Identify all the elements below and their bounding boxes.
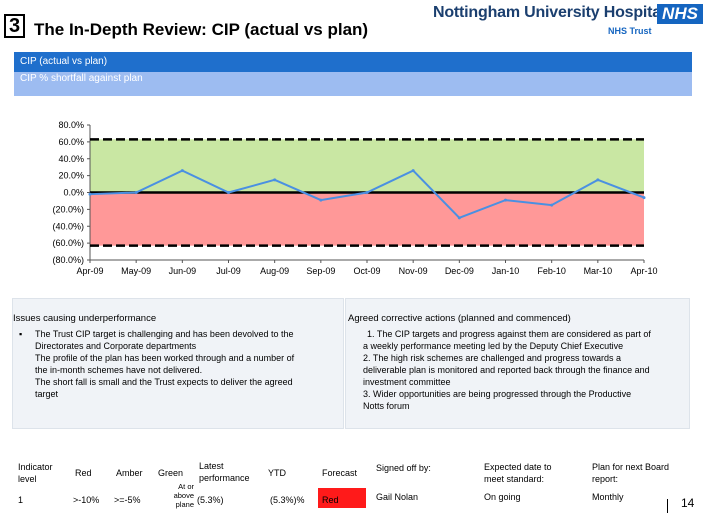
issues-text: The Trust CIP target is challenging and … <box>35 328 335 400</box>
red-threshold: >-10% <box>73 495 100 505</box>
y-tick-label: 0.0% <box>63 188 84 198</box>
red-band <box>90 192 644 246</box>
page-title: The In-Depth Review: CIP (actual vs plan… <box>34 20 369 39</box>
actions-line: a weekly performance meeting led by the … <box>363 341 624 351</box>
y-tick-label: 40.0% <box>58 154 84 164</box>
x-tick-label: Feb-10 <box>537 266 566 276</box>
chart-subheader-bar: CIP % shortfall against plan <box>14 72 692 96</box>
section-number: 3 <box>4 14 25 38</box>
x-tick-label: May-09 <box>121 266 151 276</box>
data-point <box>319 198 323 202</box>
y-tick-label: (20.0%) <box>52 204 84 214</box>
actions-line: investment committee <box>363 377 451 387</box>
data-point <box>642 196 646 200</box>
indicator-level-label: Indicator level <box>18 462 53 484</box>
x-tick-label: Jul-09 <box>216 266 241 276</box>
issues-title: Issues causing underperformance <box>13 313 157 324</box>
issues-line: Directorates and Corporate departments <box>35 341 197 351</box>
latest-performance-label: Latest performance <box>199 461 250 483</box>
actions-line: 3. Wider opportunities are being progres… <box>363 389 632 399</box>
section-header-bar: CIP (actual vs plan) <box>14 52 692 72</box>
x-tick-label: Mar-10 <box>584 266 613 276</box>
ytd-value: (5.3%)% <box>270 495 305 505</box>
data-point <box>273 178 277 182</box>
forecast-status-cell <box>318 488 366 508</box>
latest-performance-value: (5.3%) <box>197 495 224 505</box>
expected-date-label: Expected date to meet standard: <box>484 462 552 484</box>
y-tick-label: 20.0% <box>58 171 84 181</box>
green-band <box>90 139 644 193</box>
actions-line: Notts forum <box>363 401 410 411</box>
page-divider <box>667 499 668 513</box>
signed-off-value: Gail Nolan <box>376 492 419 502</box>
y-tick-label: 60.0% <box>58 137 84 147</box>
actions-line: deliverable plan is monitored and report… <box>363 365 650 375</box>
actions-panel: Agreed corrective actions (planned and c… <box>345 298 690 429</box>
y-tick-label: 80.0% <box>58 120 84 130</box>
x-tick-label: Apr-10 <box>630 266 657 276</box>
data-point <box>411 169 415 173</box>
green-label: Green <box>158 468 184 478</box>
x-tick-label: Sep-09 <box>306 266 335 276</box>
x-tick-label: Dec-09 <box>445 266 474 276</box>
amber-threshold: >=-5% <box>114 495 141 505</box>
data-point <box>134 191 138 194</box>
data-point <box>88 192 92 196</box>
data-point <box>550 203 554 207</box>
green-threshold: At or above plane <box>173 482 194 509</box>
x-tick-label: Aug-09 <box>260 266 289 276</box>
signed-off-label: Signed off by: <box>376 463 431 473</box>
data-point <box>596 178 600 182</box>
y-tick-label: (80.0%) <box>52 255 84 265</box>
nhs-trust-label: NHS Trust <box>608 26 652 36</box>
issues-line: target <box>35 389 59 399</box>
actions-line: 1. The CIP targets and progress against … <box>367 329 651 339</box>
amber-label: Amber <box>116 468 143 478</box>
org-logo-text: Nottingham University Hospitals <box>433 4 674 21</box>
data-point <box>365 191 369 194</box>
actions-title: Agreed corrective actions (planned and c… <box>348 313 571 324</box>
y-tick-label: (60.0%) <box>52 238 84 248</box>
x-tick-label: Nov-09 <box>399 266 428 276</box>
x-tick-label: Oct-09 <box>353 266 380 276</box>
data-point <box>457 216 461 220</box>
actions-text: 1. The CIP targets and progress against … <box>363 328 683 412</box>
data-point <box>504 198 507 202</box>
data-point <box>227 191 230 194</box>
expected-date-value: On going <box>484 492 521 502</box>
nhs-logo: NHS <box>657 4 703 24</box>
actions-line: 2. The high risk schemes are challenged … <box>363 353 621 363</box>
x-tick-label: Jan-10 <box>492 266 520 276</box>
indicator-level-value: 1 <box>18 495 24 505</box>
issues-line: The profile of the plan has been worked … <box>35 353 295 363</box>
x-tick-label: Apr-09 <box>76 266 103 276</box>
y-tick-label: (40.0%) <box>52 221 84 231</box>
page-number: 14 <box>681 496 695 510</box>
forecast-value: Red <box>322 495 339 505</box>
plan-next-report-label: Plan for next Board report: <box>592 462 670 484</box>
issues-panel: Issues causing underperformance <box>12 298 344 429</box>
forecast-label: Forecast <box>322 468 358 478</box>
red-label: Red <box>75 468 92 478</box>
bullet-icon: ▪ <box>19 329 23 339</box>
issues-line: The Trust CIP target is challenging and … <box>35 329 294 339</box>
issues-line: The short fall is small and the Trust ex… <box>35 377 293 387</box>
plan-next-report-value: Monthly <box>592 492 624 502</box>
ytd-label: YTD <box>268 468 286 478</box>
issues-line: the in-month schemes have not delivered. <box>35 365 203 375</box>
data-point <box>180 169 184 173</box>
x-tick-label: Jun-09 <box>169 266 197 276</box>
cip-shortfall-chart: 80.0% 60.0% 40.0% 20.0% 0.0% (20.0%) (40.0%) (6… <box>52 120 657 276</box>
